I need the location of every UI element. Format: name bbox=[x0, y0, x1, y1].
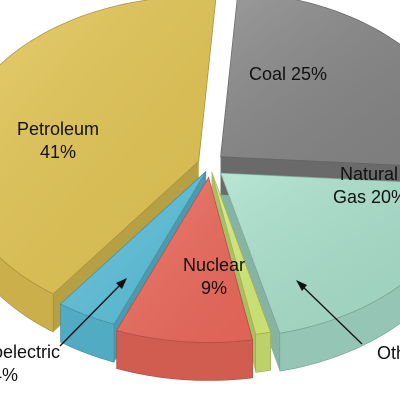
slice-sheen-coal bbox=[220, 0, 400, 166]
slice-wall-other bbox=[255, 331, 271, 373]
hydroelectric-callout bbox=[59, 278, 127, 347]
slice-sheen-petroleum bbox=[0, 0, 216, 294]
slice-label-petroleum-line2: 41% bbox=[40, 142, 76, 162]
slice-label-nuclear-line2: 9% bbox=[201, 278, 227, 298]
slice-sheen-natural-gas bbox=[220, 173, 400, 334]
slice-label-natural-gas-line2: Gas 20% bbox=[333, 187, 400, 207]
slice-wall-natural-gas bbox=[279, 285, 400, 372]
slice-label-nuclear-line1: Nuclear bbox=[183, 255, 245, 275]
slice-sheen-hydroelectric bbox=[60, 171, 207, 325]
slice-wall-petroleum bbox=[0, 257, 54, 333]
slice-label-other: Other 1% bbox=[377, 343, 400, 363]
slice-label-hydroelectric-line1: Hydroelectric bbox=[0, 342, 60, 362]
slice-label-petroleum-line1: Petroleum bbox=[17, 119, 99, 139]
slice-label-natural-gas-line1: Natural bbox=[340, 164, 398, 184]
slice-sheen-other bbox=[211, 172, 271, 335]
slice-label-coal: Coal 25% bbox=[249, 64, 327, 84]
other-callout bbox=[296, 280, 363, 345]
slice-sheen-nuclear bbox=[116, 177, 253, 343]
slice-label-hydroelectric-line2: 4% bbox=[0, 365, 18, 385]
